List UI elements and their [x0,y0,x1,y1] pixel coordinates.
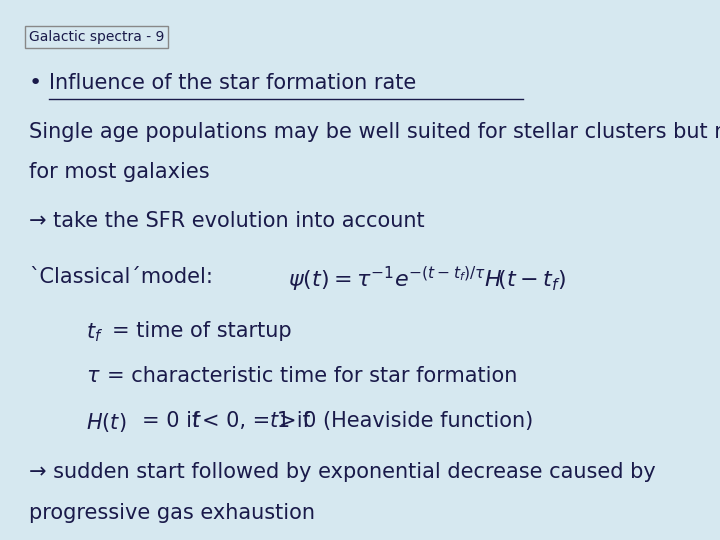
Text: = 0 if: = 0 if [142,411,206,431]
Text: > 0 (Heaviside function): > 0 (Heaviside function) [279,411,534,431]
Text: $t_f$: $t_f$ [86,321,104,344]
Text: $t$: $t$ [269,411,279,431]
Text: Galactic spectra - 9: Galactic spectra - 9 [29,30,164,44]
Text: $\psi(t) = \tau^{-1} e^{-(t-t_f)/\tau} H\!\left(t - t_f\right)$: $\psi(t) = \tau^{-1} e^{-(t-t_f)/\tau} H… [288,265,566,294]
Text: `Classical´model:: `Classical´model: [29,267,212,287]
Text: $t$: $t$ [191,411,202,431]
Text: Single age populations may be well suited for stellar clusters but not: Single age populations may be well suite… [29,122,720,141]
Text: < 0, = 1 if: < 0, = 1 if [202,411,316,431]
Text: = time of startup: = time of startup [112,321,291,341]
Text: for most galaxies: for most galaxies [29,162,210,182]
Text: Influence of the star formation rate: Influence of the star formation rate [49,73,416,93]
Text: progressive gas exhaustion: progressive gas exhaustion [29,503,315,523]
Text: $\tau$: $\tau$ [86,366,101,386]
Text: → sudden start followed by exponential decrease caused by: → sudden start followed by exponential d… [29,462,655,482]
Text: = characteristic time for star formation: = characteristic time for star formation [107,366,517,386]
Text: $H(t)$: $H(t)$ [86,411,127,434]
Text: → take the SFR evolution into account: → take the SFR evolution into account [29,211,424,231]
Text: •: • [29,73,42,93]
